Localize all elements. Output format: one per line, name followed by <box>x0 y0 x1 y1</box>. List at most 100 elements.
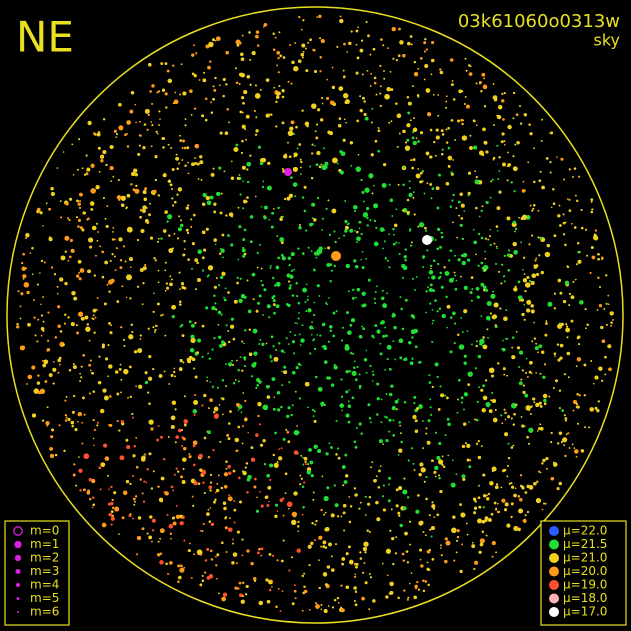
star <box>594 375 599 380</box>
star <box>476 400 479 403</box>
star <box>525 308 531 313</box>
star <box>286 414 290 419</box>
star <box>90 163 95 168</box>
star <box>317 196 320 200</box>
star <box>93 444 95 447</box>
star <box>276 510 279 513</box>
star <box>489 228 492 231</box>
star <box>111 506 115 510</box>
star <box>590 360 593 362</box>
star <box>76 274 80 278</box>
star <box>170 537 172 540</box>
star <box>371 370 374 373</box>
star <box>343 93 349 99</box>
star <box>483 105 487 108</box>
star <box>326 376 330 380</box>
star <box>295 125 298 129</box>
star <box>404 298 408 302</box>
star <box>333 365 338 370</box>
star <box>408 186 411 190</box>
star <box>272 453 275 457</box>
star <box>88 237 94 243</box>
star <box>491 541 496 546</box>
star <box>310 333 313 336</box>
star <box>290 413 293 417</box>
star <box>321 229 323 231</box>
star <box>475 206 478 210</box>
star <box>111 238 115 241</box>
star <box>283 351 286 354</box>
star <box>318 14 322 19</box>
star <box>598 303 603 308</box>
star <box>245 138 247 141</box>
star <box>334 503 339 508</box>
star <box>260 554 263 557</box>
star <box>319 37 322 40</box>
star <box>131 412 134 416</box>
star <box>336 162 339 165</box>
star <box>391 405 396 411</box>
star <box>575 194 577 197</box>
star <box>506 374 508 377</box>
star <box>201 256 205 260</box>
star <box>271 212 274 215</box>
star <box>179 303 182 306</box>
star <box>456 236 458 239</box>
star <box>236 530 240 534</box>
star <box>75 324 78 327</box>
star <box>340 608 345 613</box>
star <box>418 404 423 409</box>
star <box>91 371 94 375</box>
star <box>312 491 315 494</box>
star <box>324 360 328 364</box>
star <box>89 245 93 249</box>
star <box>202 192 207 198</box>
star <box>358 373 361 376</box>
star <box>280 253 284 257</box>
star <box>271 296 275 299</box>
star <box>207 65 211 70</box>
star <box>453 342 456 345</box>
star <box>356 365 359 368</box>
star <box>437 227 441 231</box>
star <box>478 386 480 389</box>
star <box>164 261 167 264</box>
star <box>347 330 352 335</box>
star <box>166 69 170 73</box>
star <box>482 344 488 350</box>
star <box>330 269 333 272</box>
star <box>294 195 297 198</box>
star <box>134 500 136 503</box>
star <box>287 256 292 260</box>
star <box>191 323 195 328</box>
star <box>59 277 64 282</box>
star <box>285 303 289 306</box>
star <box>481 267 484 269</box>
star <box>33 316 36 319</box>
star <box>268 588 272 592</box>
star <box>590 246 594 249</box>
star <box>326 263 331 267</box>
star <box>141 303 144 306</box>
star <box>438 474 440 477</box>
star <box>460 217 464 220</box>
star <box>81 167 84 170</box>
star <box>496 483 499 486</box>
star <box>210 172 215 177</box>
star <box>95 185 100 190</box>
star <box>549 171 552 174</box>
star <box>219 275 224 280</box>
star <box>294 597 297 600</box>
star <box>146 468 149 471</box>
star <box>114 269 117 271</box>
star <box>243 90 248 95</box>
star <box>39 272 41 274</box>
star <box>314 130 317 133</box>
star <box>610 324 612 327</box>
star <box>483 140 488 145</box>
star <box>91 478 96 484</box>
star <box>322 572 328 577</box>
star <box>78 277 82 281</box>
star <box>295 282 298 285</box>
star <box>445 128 448 131</box>
